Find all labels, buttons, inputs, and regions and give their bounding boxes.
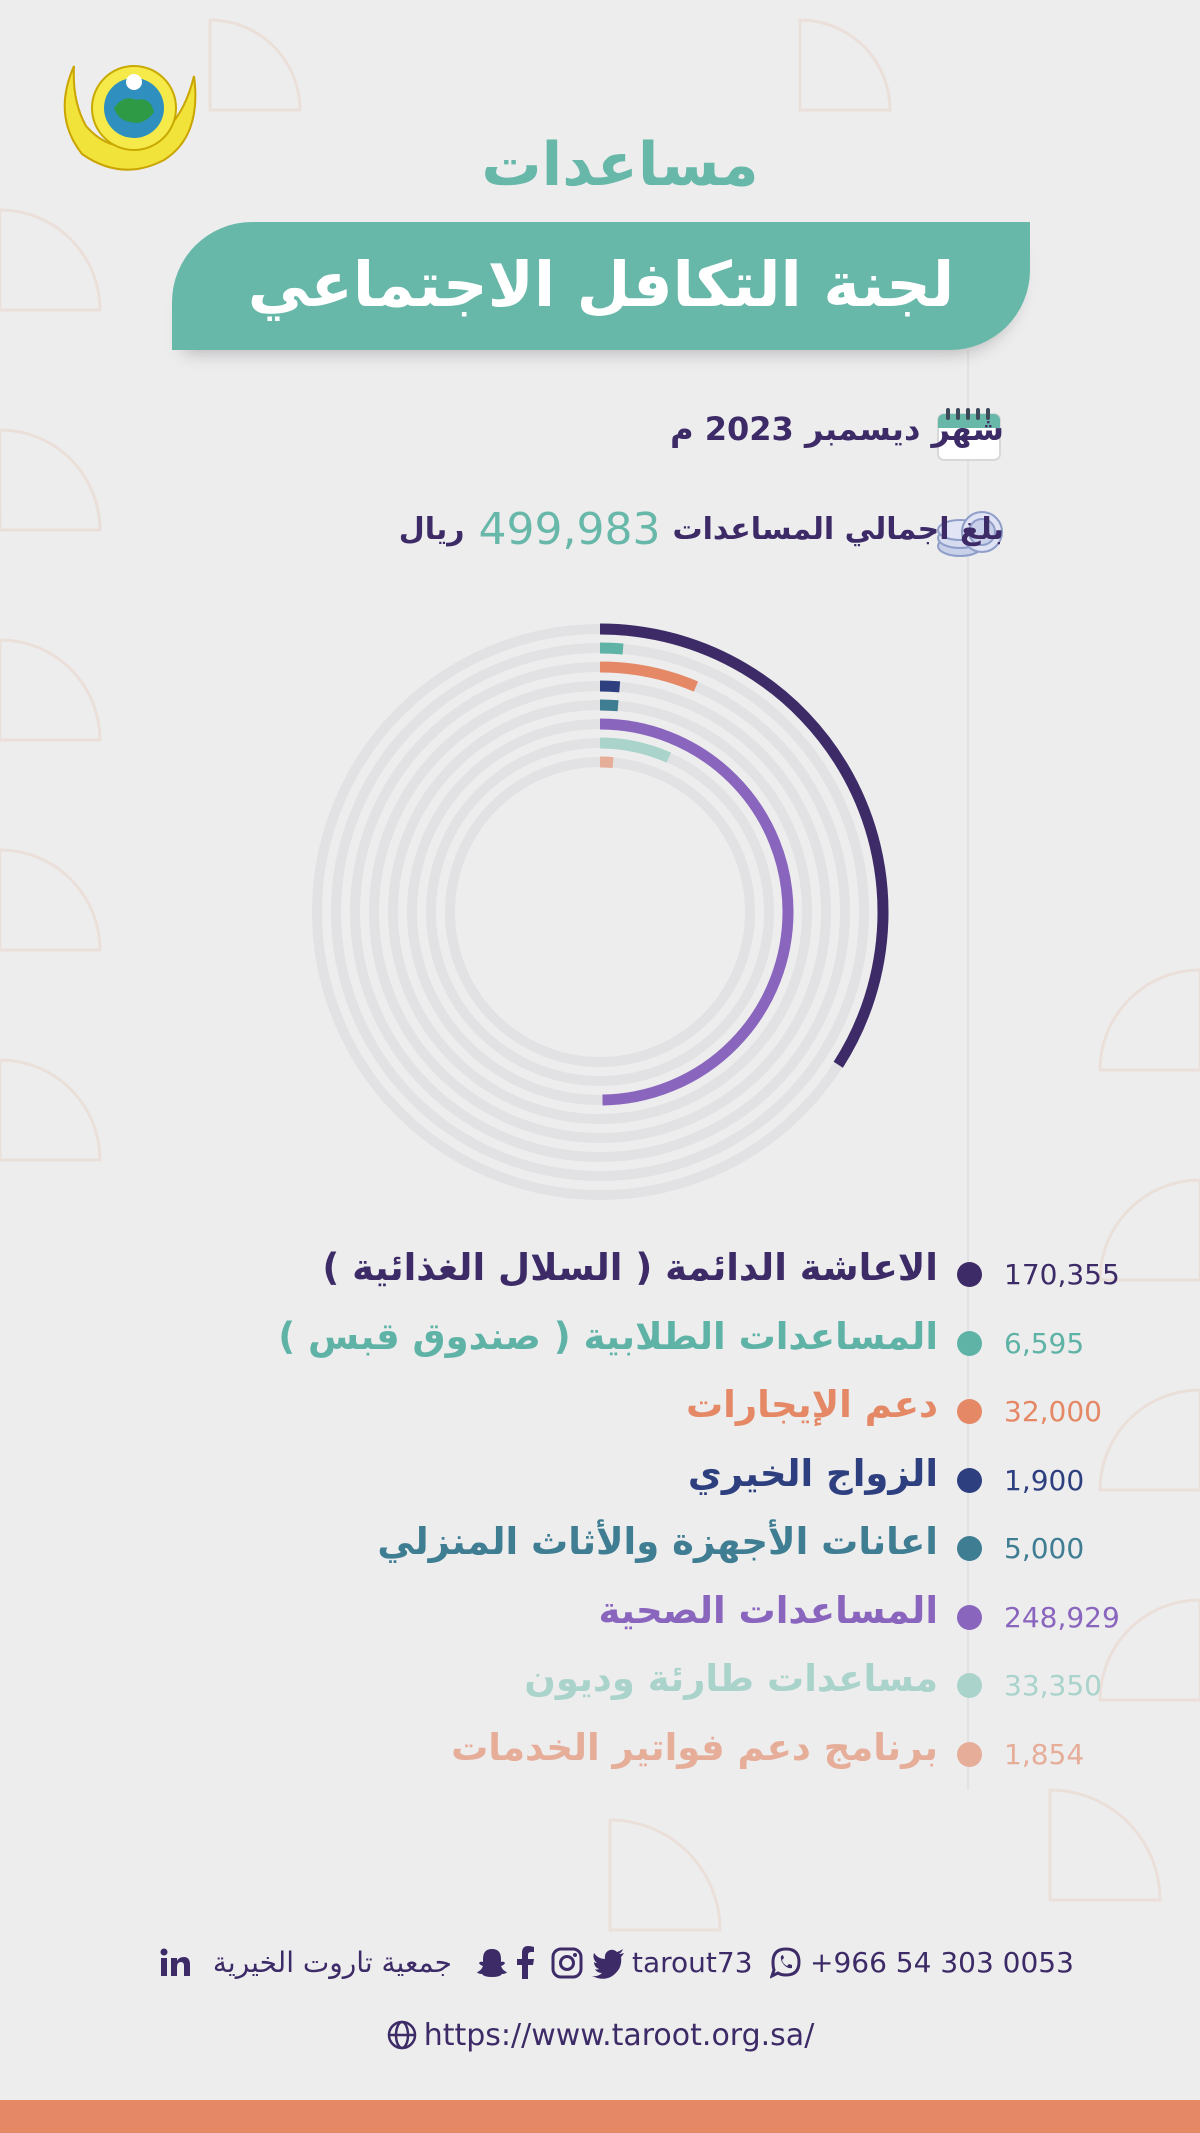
chart-arc <box>599 661 699 692</box>
legend-item: المساعدات الطلابية ( صندوق قبس ) 6,595 <box>0 1307 1200 1375</box>
total-prefix: بلغ اجمالي المساعدات <box>672 512 1005 547</box>
page-title: مساعدات <box>481 130 759 200</box>
bottom-bar <box>0 2100 1200 2133</box>
linkedin-icon[interactable] <box>158 1946 192 1980</box>
legend-value: 32,000 <box>1004 1395 1102 1428</box>
legend-dot <box>957 1536 982 1561</box>
chart-arc <box>599 642 624 655</box>
legend-item: اعانات الأجهزة والأثاث المنزلي 5,000 <box>0 1512 1200 1580</box>
coins-icon <box>937 511 1003 557</box>
banner-title: لجنة التكافل الاجتماعي <box>247 248 955 321</box>
total-aid: بلغ اجمالي المساعدات 499,983 ريال <box>399 504 1004 555</box>
chart-arc <box>599 680 621 693</box>
report-date: شهر ديسمبر 2023 م <box>670 410 1004 448</box>
title-banner: لجنة التكافل الاجتماعي <box>172 222 1030 350</box>
legend-value: 1,854 <box>1004 1737 1085 1771</box>
facebook-icon[interactable] <box>514 1946 536 1980</box>
legend-dot <box>957 1673 982 1698</box>
legend-label: الاعاشة الدائمة ( السلال الغذائية ) <box>322 1246 938 1289</box>
chart-arc <box>599 756 614 769</box>
phone-number[interactable]: +966 54 303 0053 <box>810 1946 1074 1979</box>
chart-arc <box>599 623 889 1068</box>
legend-dot <box>957 1604 982 1630</box>
legend-value: 1,900 <box>1004 1463 1085 1497</box>
legend-item: المساعدات الصحية 248,929 <box>0 1581 1200 1649</box>
legend-item: مساعدات طارئة وديون 33,350 <box>0 1649 1200 1717</box>
website-url[interactable]: https://www.taroot.org.sa/ <box>423 2018 815 2053</box>
globe-icon <box>387 2020 416 2050</box>
legend-dot <box>957 1330 982 1356</box>
legend-dot <box>957 1741 982 1767</box>
legend-label: الزواج الخيري <box>687 1451 938 1495</box>
total-unit: ريال <box>398 512 465 547</box>
legend-value: 248,929 <box>1004 1600 1120 1634</box>
legend-item: برنامج دعم فواتير الخدمات 1,854 <box>0 1718 1200 1786</box>
chart-track <box>426 738 774 1086</box>
snapchat-icon[interactable] <box>476 1946 508 1980</box>
legend-dot <box>957 1399 982 1424</box>
chart-legend: الاعاشة الدائمة ( السلال الغذائية ) 170,3… <box>0 1238 1200 1771</box>
calendar-icon <box>937 408 1001 461</box>
instagram-icon[interactable] <box>550 1946 584 1980</box>
legend-label: المساعدات الصحية <box>598 1588 938 1632</box>
social-handle[interactable]: tarout73 <box>632 1946 753 1979</box>
twitter-icon[interactable] <box>592 1946 626 1980</box>
organization-logo <box>63 65 197 171</box>
legend-value: 5,000 <box>1004 1532 1085 1565</box>
legend-label: دعم الإيجارات <box>685 1383 938 1426</box>
legend-label: المساعدات الطلابية ( صندوق قبس ) <box>278 1314 938 1358</box>
radial-bar-chart <box>312 623 889 1200</box>
total-amount: 499,983 <box>478 504 661 555</box>
whatsapp-icon[interactable] <box>770 1946 802 1980</box>
legend-label: برنامج دعم فواتير الخدمات <box>451 1725 938 1769</box>
legend-dot <box>957 1467 982 1493</box>
legend-value: 33,350 <box>1004 1669 1102 1702</box>
chart-arc <box>599 737 672 763</box>
legend-label: اعانات الأجهزة والأثاث المنزلي <box>377 1520 938 1563</box>
legend-dot <box>957 1262 982 1287</box>
legend-item: دعم الإيجارات 32,000 <box>0 1375 1200 1443</box>
chart-track <box>445 757 755 1067</box>
legend-label: مساعدات طارئة وديون <box>524 1657 938 1700</box>
legend-value: 6,595 <box>1004 1326 1085 1360</box>
chart-arc <box>599 699 619 712</box>
org-name: جمعية تاروت الخيرية <box>212 1946 452 1979</box>
legend-value: 170,355 <box>1004 1258 1120 1291</box>
website[interactable]: https://www.taroot.org.sa/ <box>0 2018 1200 2053</box>
legend-item: الاعاشة الدائمة ( السلال الغذائية ) 170,3… <box>0 1238 1200 1306</box>
chart-arc <box>599 718 794 1106</box>
chart-track <box>369 681 831 1143</box>
legend-item: الزواج الخيري 1,900 <box>0 1444 1200 1512</box>
report-date-text: شهر ديسمبر 2023 م <box>670 410 1004 448</box>
footer-contact: جمعية تاروت الخيرية tarout73 +966 54 303… <box>0 1942 1200 1992</box>
